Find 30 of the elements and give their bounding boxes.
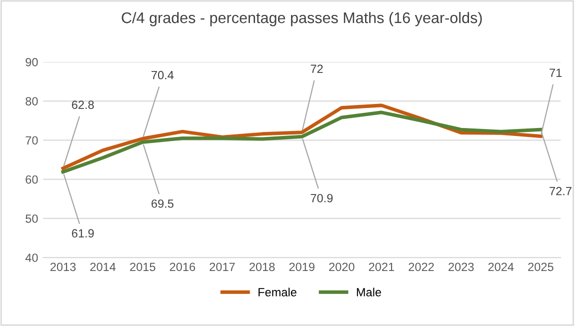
- legend-label: Male: [356, 288, 382, 296]
- data-label: 72: [310, 64, 323, 73]
- x-tick-label: 2019: [289, 262, 314, 272]
- chart-title: C/4 grades - percentage passes Maths (16 year-olds): [122, 12, 482, 26]
- y-tick-label: 70: [26, 136, 38, 145]
- y-tick-label: 60: [26, 175, 38, 184]
- data-label: 69.5: [152, 199, 174, 208]
- data-label: 71: [550, 68, 562, 77]
- y-tick-label: 50: [26, 214, 38, 223]
- x-tick-label: 2025: [528, 262, 554, 272]
- data-label: 62.8: [72, 100, 94, 110]
- data-label: 72.7: [550, 186, 572, 196]
- x-tick-label: 2013: [50, 262, 76, 272]
- x-tick-label: 2014: [90, 262, 116, 272]
- x-tick-label: 2016: [170, 262, 196, 272]
- x-tick-label: 2022: [408, 262, 434, 272]
- y-tick-label: 90: [26, 58, 38, 66]
- x-tick-label: 2024: [488, 262, 514, 272]
- data-label: 70.4: [152, 70, 174, 80]
- x-tick-label: 2015: [130, 262, 156, 272]
- x-tick-label: 2017: [210, 262, 235, 272]
- data-label: 61.9: [72, 229, 94, 238]
- x-tick-label: 2023: [448, 262, 474, 272]
- legend-label: Female: [258, 288, 296, 296]
- x-tick-label: 2020: [329, 262, 354, 272]
- x-tick-label: 2021: [368, 262, 394, 272]
- data-label: 70.9: [310, 194, 333, 202]
- y-tick-label: 40: [25, 254, 38, 262]
- x-tick-label: 2018: [250, 262, 275, 272]
- y-tick-label: 80: [26, 97, 38, 106]
